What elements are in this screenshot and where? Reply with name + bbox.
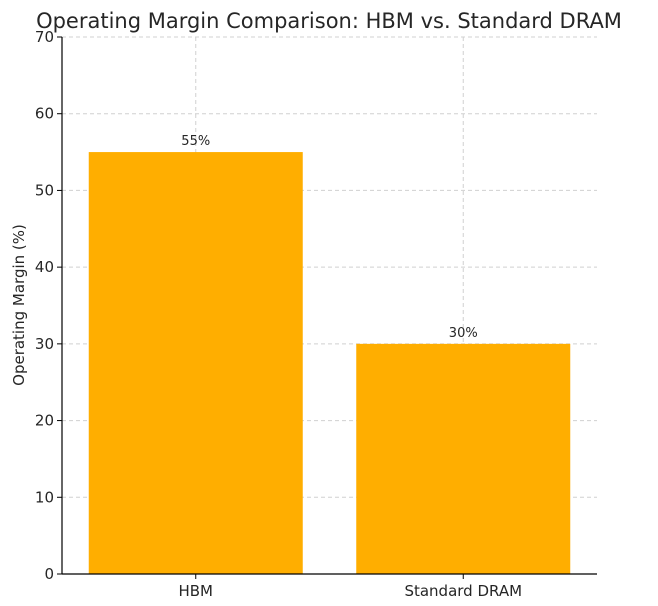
bars [88, 152, 571, 575]
bar [88, 152, 303, 575]
x-tick-label: HBM [178, 582, 213, 600]
y-tick-label: 30 [35, 335, 54, 353]
y-tick-label: 40 [35, 258, 54, 276]
data-label: 30% [449, 326, 478, 341]
data-labels: 55% 30% [181, 134, 477, 341]
y-tick-label: 70 [35, 28, 54, 46]
ticks: 0 10 20 30 40 50 60 70 HBM Standard DRAM [35, 28, 522, 600]
x-tick-label: Standard DRAM [404, 582, 522, 600]
y-axis-label: Operating Margin (%) [10, 224, 28, 386]
axes [61, 37, 597, 575]
bar [356, 343, 571, 574]
y-tick-label: 60 [35, 105, 54, 123]
y-tick-label: 20 [35, 412, 54, 430]
y-tick-label: 50 [35, 181, 54, 199]
chart-title: Operating Margin Comparison: HBM vs. Sta… [36, 9, 622, 33]
y-tick-label: 10 [35, 488, 54, 506]
y-tick-label: 0 [44, 565, 54, 583]
data-label: 55% [181, 134, 210, 149]
